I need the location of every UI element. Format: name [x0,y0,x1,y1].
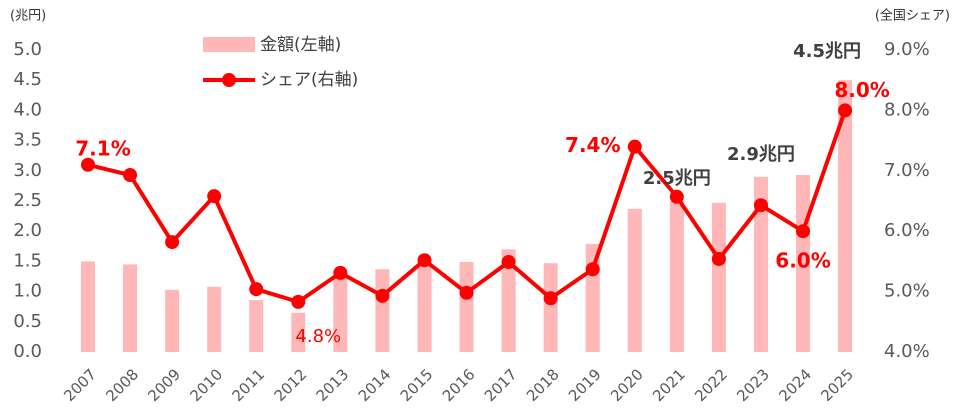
share-marker [585,262,600,277]
y-tick-label: 1.5 [13,250,42,271]
bar [711,202,726,352]
x-tick-label: 2011 [229,365,269,405]
x-tick-label: 2021 [649,365,689,405]
line-value-label: 7.4% [565,133,620,157]
y-tick-label: 3.0 [13,160,42,181]
share-marker [207,189,222,204]
share-marker [291,294,306,309]
y-tick-label: 1.0 [13,281,42,302]
share-marker [417,253,432,268]
bar-value-label: 4.5兆円 [793,41,861,62]
x-tick-label: 2019 [565,365,605,405]
y2-tick-label: 6.0% [884,220,930,241]
share-marker [459,285,474,300]
legend-label: 金額(左軸) [260,35,341,55]
x-tick-label: 2009 [144,365,184,405]
bar [669,201,684,352]
x-tick-label: 2025 [817,365,857,405]
bar [81,261,95,352]
y2-tick-label: 8.0% [884,99,930,120]
line-value-label: 7.1% [75,136,130,160]
x-tick-label: 2024 [775,365,815,405]
bar [165,289,180,352]
y-tick-label: 4.0 [13,99,42,120]
bar [459,262,474,352]
x-tick-label: 2016 [439,365,479,405]
x-tick-label: 2017 [481,365,521,405]
bar [207,286,222,352]
legend-swatch [203,37,255,52]
share-marker [838,103,853,118]
x-tick-label: 2023 [733,365,773,405]
bar [543,263,558,352]
share-marker [123,168,138,183]
line-value-label: 8.0% [834,78,889,102]
y-tick-label: 2.5 [13,190,42,211]
bar [838,80,853,352]
share-marker [711,251,726,266]
share-marker [669,189,684,204]
bar [291,312,306,352]
share-marker [249,282,264,297]
share-marker [753,198,768,213]
x-tick-label: 2022 [691,365,731,405]
bar [123,264,138,352]
legend-label: シェア(右軸) [260,70,358,90]
bar [249,300,264,352]
x-tick-label: 2007 [60,365,100,405]
x-tick-label: 2012 [271,365,311,405]
y-axis-title: (兆円) [10,9,46,24]
share-marker [627,139,642,154]
x-tick-label: 2008 [102,365,142,405]
y2-axis-title: (全国シェア) [875,8,950,24]
y2-tick-label: 4.0% [884,341,930,362]
share-marker [375,288,390,303]
y2-tick-label: 9.0% [884,39,930,60]
legend-swatch [222,73,236,87]
bar [501,249,516,352]
bar [753,176,768,352]
line-value-label: 6.0% [775,249,830,273]
y-tick-label: 0.0 [13,341,42,362]
y-tick-label: 3.5 [13,130,42,151]
bar [333,273,348,352]
bar [627,208,642,352]
bar [375,269,390,352]
y-tick-label: 5.0 [13,39,42,60]
y2-tick-label: 5.0% [884,281,930,302]
y-tick-label: 0.5 [13,311,42,332]
x-tick-label: 2010 [186,365,226,405]
x-tick-label: 2020 [607,365,647,405]
line-value-label: 4.8% [295,326,341,347]
bar [417,261,432,352]
x-tick-label: 2018 [523,365,563,405]
bar-value-label: 2.9兆円 [727,144,795,165]
y2-tick-label: 7.0% [884,160,930,181]
share-marker [165,235,180,250]
bar-value-label: 2.5兆円 [643,168,711,189]
share-marker [796,224,811,239]
share-marker [81,157,95,172]
share-marker [333,265,348,280]
x-tick-label: 2013 [313,365,353,405]
y-tick-label: 2.0 [13,220,42,241]
share-marker [501,255,516,270]
x-tick-label: 2014 [355,365,395,405]
x-tick-label: 2015 [397,365,437,405]
y-tick-label: 4.5 [13,69,42,90]
share-marker [543,291,558,306]
